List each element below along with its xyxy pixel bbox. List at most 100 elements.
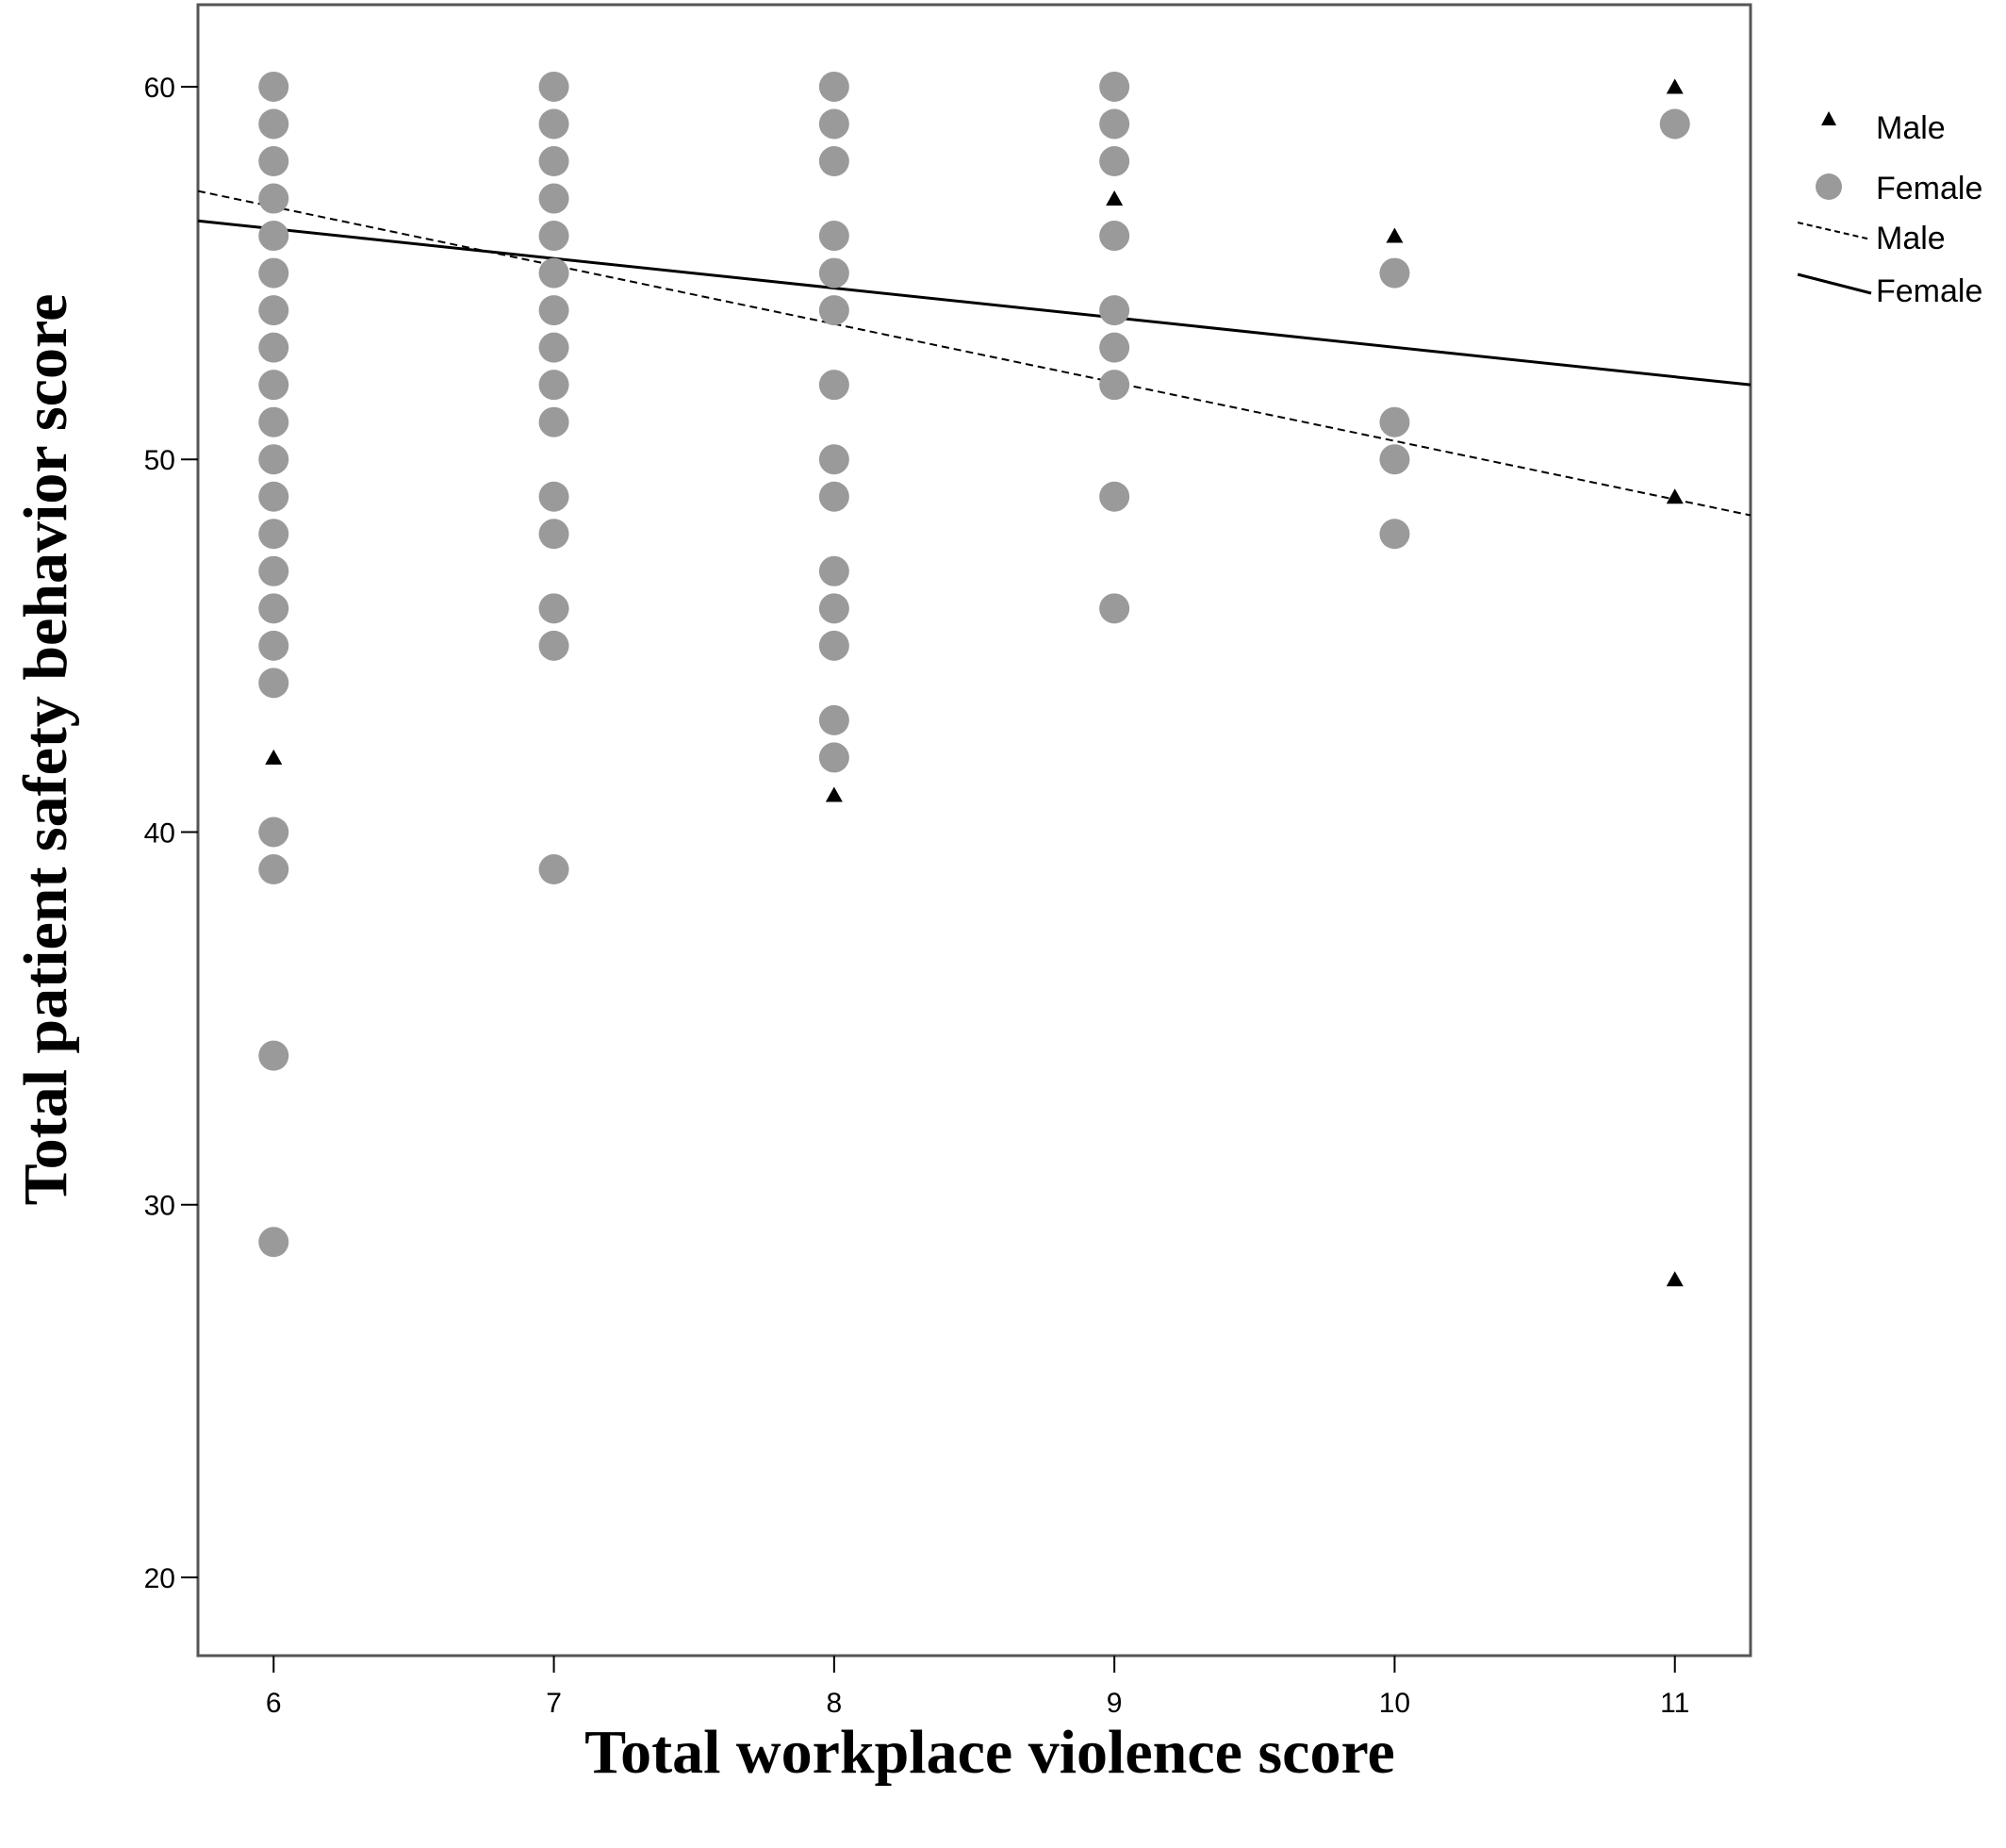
female-point — [818, 146, 849, 177]
x-tick-label: 8 — [827, 1688, 843, 1719]
female-point — [538, 332, 569, 363]
x-tick-label: 9 — [1107, 1688, 1123, 1719]
female-point — [258, 817, 289, 848]
female-point — [258, 1040, 289, 1071]
x-axis: 6 7 8 9 10 11 — [266, 1656, 1689, 1719]
female-point — [538, 71, 569, 102]
y-tick-label: 30 — [144, 1191, 175, 1222]
female-point — [538, 108, 569, 140]
female-point — [258, 332, 289, 363]
female-point — [258, 108, 289, 140]
female-point — [258, 1227, 289, 1258]
female-point — [258, 221, 289, 252]
female-point — [258, 295, 289, 326]
male-point — [1106, 190, 1124, 206]
female-point — [258, 146, 289, 177]
male-point — [1666, 488, 1684, 504]
legend-label: Male — [1876, 110, 1946, 146]
female-point — [1099, 146, 1130, 177]
legend-line-male — [1797, 222, 1872, 240]
female-point — [258, 519, 289, 550]
female-points — [258, 71, 1690, 1258]
x-tick-label: 6 — [266, 1688, 282, 1719]
female-point — [818, 370, 849, 401]
y-tick-label: 60 — [144, 73, 175, 104]
male-points — [265, 78, 1684, 1287]
female-point — [538, 593, 569, 624]
male-point — [1386, 227, 1404, 243]
female-point — [258, 406, 289, 437]
female-point — [258, 257, 289, 289]
legend-label: Female — [1876, 171, 1982, 206]
female-point — [1099, 295, 1130, 326]
female-point — [818, 555, 849, 586]
fit-line-female — [197, 219, 1751, 387]
female-point — [538, 370, 569, 401]
x-tick-label: 7 — [546, 1688, 562, 1719]
female-point — [1099, 593, 1130, 624]
fit-line-male — [197, 190, 1751, 517]
female-point — [1099, 370, 1130, 401]
female-point — [1099, 221, 1130, 252]
female-point — [538, 257, 569, 289]
female-point — [538, 481, 569, 512]
female-point — [818, 295, 849, 326]
female-point — [538, 295, 569, 326]
female-point — [538, 406, 569, 437]
female-point — [258, 668, 289, 699]
legend-marker-male — [1821, 111, 1836, 125]
female-point — [258, 71, 289, 102]
female-point — [818, 704, 849, 735]
female-point — [258, 630, 289, 661]
female-point — [818, 742, 849, 773]
female-point — [818, 593, 849, 624]
female-point — [258, 444, 289, 475]
female-point — [818, 108, 849, 140]
legend: Male Female Male Female — [1797, 110, 1982, 309]
female-point — [258, 370, 289, 401]
x-tick-label: 11 — [1660, 1688, 1689, 1719]
female-point — [818, 630, 849, 661]
female-point — [1099, 481, 1130, 512]
female-point — [538, 183, 569, 214]
female-point — [818, 71, 849, 102]
male-point — [265, 749, 283, 765]
female-point — [818, 481, 849, 512]
legend-line-female — [1797, 272, 1872, 295]
female-point — [258, 183, 289, 214]
female-point — [258, 854, 289, 885]
female-point — [1379, 257, 1410, 289]
plot-frame — [196, 3, 1752, 1658]
female-point — [538, 146, 569, 177]
x-tick-label: 10 — [1379, 1688, 1410, 1719]
female-point — [818, 257, 849, 289]
female-point — [538, 519, 569, 550]
y-tick-label: 20 — [144, 1563, 175, 1594]
female-point — [818, 444, 849, 475]
female-point — [1099, 71, 1130, 102]
plot-frame-rect — [196, 3, 1752, 1658]
female-point — [1659, 108, 1690, 140]
female-point — [258, 481, 289, 512]
x-axis-title: Total workplace violence score — [584, 1718, 1395, 1787]
female-point — [538, 854, 569, 885]
female-point — [818, 221, 849, 252]
female-point — [258, 593, 289, 624]
female-point — [1099, 332, 1130, 363]
female-point — [538, 221, 569, 252]
y-tick-label: 40 — [144, 817, 175, 849]
male-point — [825, 786, 843, 802]
female-point — [1099, 108, 1130, 140]
female-point — [258, 555, 289, 586]
y-axis-title: Total patient safety behavior score — [11, 294, 80, 1206]
female-point — [538, 630, 569, 661]
y-axis: 20 30 40 50 60 — [144, 73, 198, 1594]
female-point — [1379, 519, 1410, 550]
female-point — [1379, 444, 1410, 475]
legend-marker-female — [1816, 173, 1842, 200]
legend-label: Female — [1876, 273, 1982, 309]
y-tick-label: 50 — [144, 445, 175, 476]
legend-label: Male — [1876, 221, 1946, 256]
male-point — [1666, 78, 1684, 94]
